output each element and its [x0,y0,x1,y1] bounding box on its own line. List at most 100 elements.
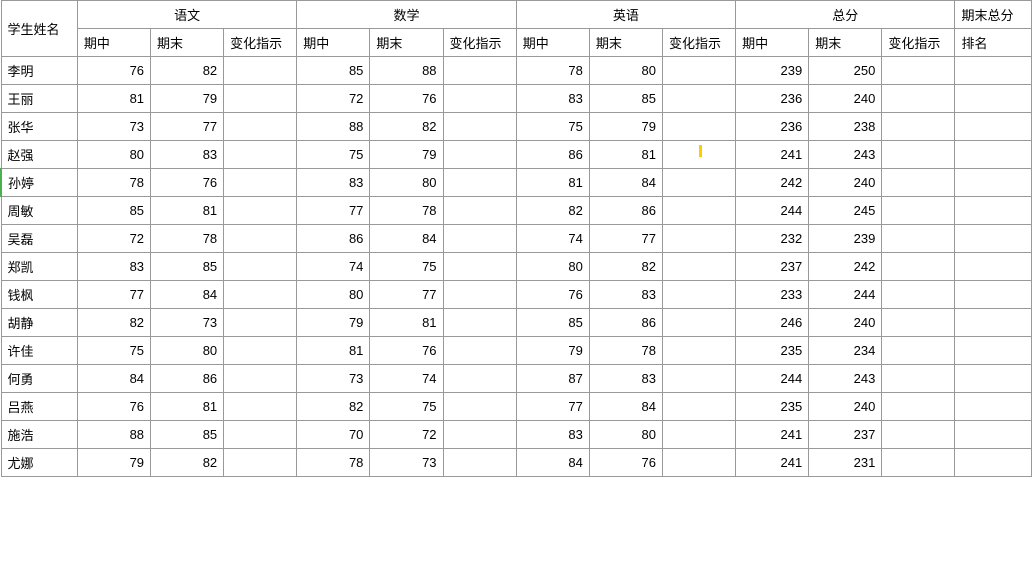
score-cell[interactable]: 236 [736,113,809,141]
score-cell[interactable]: 81 [77,85,150,113]
student-name-cell[interactable]: 吕燕 [1,393,77,421]
score-cell[interactable]: 85 [516,309,589,337]
score-cell[interactable]: 242 [809,253,882,281]
score-cell[interactable]: 237 [809,421,882,449]
score-cell[interactable]: 244 [736,197,809,225]
score-cell[interactable] [662,281,735,309]
rank-cell[interactable] [955,449,1032,477]
score-cell[interactable]: 80 [589,57,662,85]
score-cell[interactable]: 241 [736,449,809,477]
rank-cell[interactable] [955,337,1032,365]
rank-cell[interactable] [955,393,1032,421]
score-cell[interactable] [224,225,297,253]
score-cell[interactable] [662,253,735,281]
score-cell[interactable]: 75 [297,141,370,169]
score-cell[interactable] [662,309,735,337]
score-cell[interactable]: 79 [151,85,224,113]
score-cell[interactable]: 233 [736,281,809,309]
score-cell[interactable] [882,281,955,309]
score-cell[interactable]: 81 [151,393,224,421]
score-cell[interactable] [443,309,516,337]
score-cell[interactable]: 86 [516,141,589,169]
student-name-cell[interactable]: 许佳 [1,337,77,365]
score-cell[interactable] [662,85,735,113]
score-cell[interactable]: 77 [589,225,662,253]
score-cell[interactable]: 70 [297,421,370,449]
score-cell[interactable]: 82 [297,393,370,421]
score-cell[interactable]: 81 [297,337,370,365]
rank-cell[interactable] [955,141,1032,169]
score-cell[interactable]: 86 [589,197,662,225]
score-cell[interactable] [882,309,955,337]
score-cell[interactable]: 86 [297,225,370,253]
score-cell[interactable]: 88 [370,57,443,85]
score-cell[interactable]: 239 [736,57,809,85]
student-name-cell[interactable]: 李明 [1,57,77,85]
score-cell[interactable]: 246 [736,309,809,337]
score-cell[interactable]: 79 [297,309,370,337]
score-cell[interactable] [224,141,297,169]
score-cell[interactable] [224,169,297,197]
score-cell[interactable] [224,421,297,449]
score-cell[interactable] [882,141,955,169]
score-cell[interactable] [443,169,516,197]
score-cell[interactable]: 85 [151,421,224,449]
score-cell[interactable] [882,225,955,253]
rank-cell[interactable] [955,197,1032,225]
score-cell[interactable]: 76 [516,281,589,309]
score-cell[interactable] [882,337,955,365]
score-cell[interactable] [443,225,516,253]
score-cell[interactable]: 243 [809,365,882,393]
score-cell[interactable] [882,85,955,113]
score-cell[interactable] [224,57,297,85]
score-cell[interactable] [882,113,955,141]
score-cell[interactable]: 79 [370,141,443,169]
score-cell[interactable] [882,365,955,393]
score-cell[interactable]: 82 [77,309,150,337]
score-cell[interactable]: 73 [151,309,224,337]
score-cell[interactable] [443,253,516,281]
score-cell[interactable]: 79 [516,337,589,365]
score-cell[interactable]: 83 [77,253,150,281]
score-cell[interactable]: 241 [736,421,809,449]
score-cell[interactable]: 84 [589,169,662,197]
score-cell[interactable] [662,197,735,225]
score-cell[interactable]: 232 [736,225,809,253]
score-cell[interactable]: 250 [809,57,882,85]
student-name-cell[interactable]: 赵强 [1,141,77,169]
score-cell[interactable] [224,85,297,113]
score-cell[interactable]: 238 [809,113,882,141]
score-cell[interactable] [224,253,297,281]
score-cell[interactable] [662,365,735,393]
score-cell[interactable]: 242 [736,169,809,197]
score-cell[interactable] [662,337,735,365]
score-cell[interactable]: 237 [736,253,809,281]
score-cell[interactable] [882,393,955,421]
score-cell[interactable]: 77 [297,197,370,225]
score-cell[interactable] [443,85,516,113]
score-cell[interactable]: 80 [297,281,370,309]
score-cell[interactable] [224,281,297,309]
score-cell[interactable]: 244 [809,281,882,309]
score-cell[interactable] [662,113,735,141]
score-cell[interactable] [882,449,955,477]
score-cell[interactable]: 240 [809,309,882,337]
rank-cell[interactable] [955,85,1032,113]
score-cell[interactable]: 81 [516,169,589,197]
score-cell[interactable]: 75 [370,393,443,421]
score-cell[interactable]: 84 [370,225,443,253]
score-cell[interactable]: 73 [370,449,443,477]
score-cell[interactable]: 87 [516,365,589,393]
score-cell[interactable] [662,225,735,253]
score-cell[interactable]: 85 [589,85,662,113]
rank-cell[interactable] [955,309,1032,337]
student-name-cell[interactable]: 尤娜 [1,449,77,477]
score-cell[interactable]: 240 [809,393,882,421]
student-name-cell[interactable]: 周敏 [1,197,77,225]
score-cell[interactable] [224,309,297,337]
score-cell[interactable]: 81 [151,197,224,225]
score-cell[interactable]: 84 [151,281,224,309]
score-cell[interactable]: 74 [370,365,443,393]
score-cell[interactable]: 83 [516,85,589,113]
score-cell[interactable]: 76 [589,449,662,477]
